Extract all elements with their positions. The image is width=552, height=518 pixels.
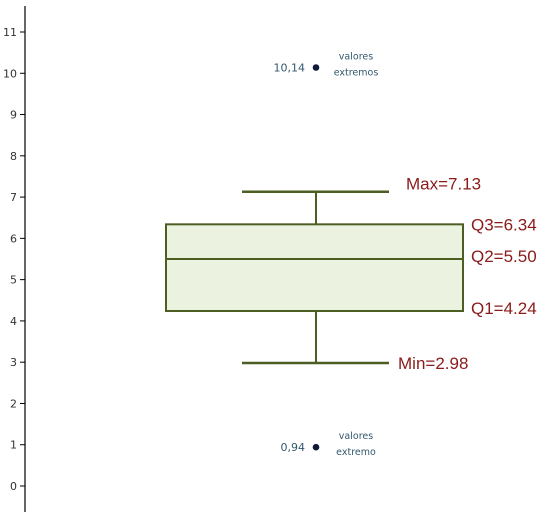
y-tick-label: 8 [10,150,17,163]
y-tick-label: 7 [10,191,17,204]
outlier-point [312,64,320,71]
outlier-note-label: extremo [336,447,376,458]
outlier-note-label: extremos [334,67,379,78]
y-tick-label: 0 [10,480,17,493]
q3-label: Q3=6.34 [471,215,537,234]
y-tick-label: 11 [3,26,17,39]
y-tick-label: 5 [10,274,17,287]
outlier-note-label: valores [339,51,373,62]
q2-label: Q2=5.50 [471,247,537,266]
iqr-box [165,223,464,313]
y-tick-label: 3 [10,356,17,369]
y-tick-label: 2 [10,397,17,410]
y-tick-label: 4 [10,315,17,328]
outlier-value-label: 10,14 [274,61,306,74]
outlier-value-label: 0,94 [281,441,306,454]
y-tick-label: 1 [10,439,17,452]
max-label: Max=7.13 [406,175,481,194]
min-label: Min=2.98 [398,354,468,373]
outlier-point [312,443,320,451]
outlier-note-label: valores [339,431,373,442]
y-tick-label: 6 [10,232,17,245]
y-tick-label: 10 [3,67,17,80]
q1-label: Q1=4.24 [471,299,537,318]
y-tick-label: 9 [10,109,17,122]
